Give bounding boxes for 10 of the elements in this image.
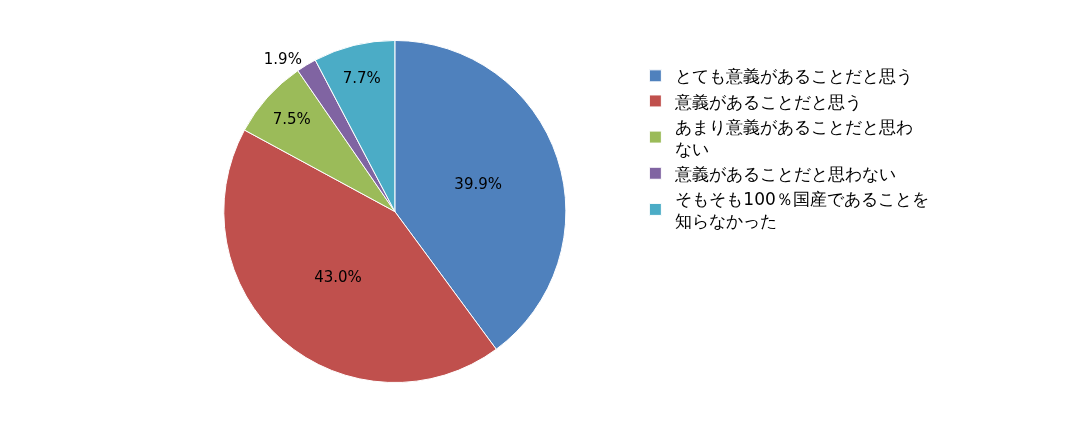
data-label: 7.5% (272, 109, 311, 128)
data-label: 39.9% (454, 175, 502, 194)
legend-label: とても意義があることだと思う (675, 66, 914, 87)
data-label: 7.7% (342, 68, 381, 87)
data-label: 1.9% (263, 49, 302, 68)
legend-label: 意義があることだと思わない (674, 163, 897, 184)
data-label: 43.0% (314, 267, 362, 286)
legend-label: 意義があることだと思う (674, 91, 863, 112)
legend-label: あまり意義があることだと思わない (675, 116, 914, 159)
legend-label: そもそも100％国産であることを知らなかった (675, 188, 929, 232)
